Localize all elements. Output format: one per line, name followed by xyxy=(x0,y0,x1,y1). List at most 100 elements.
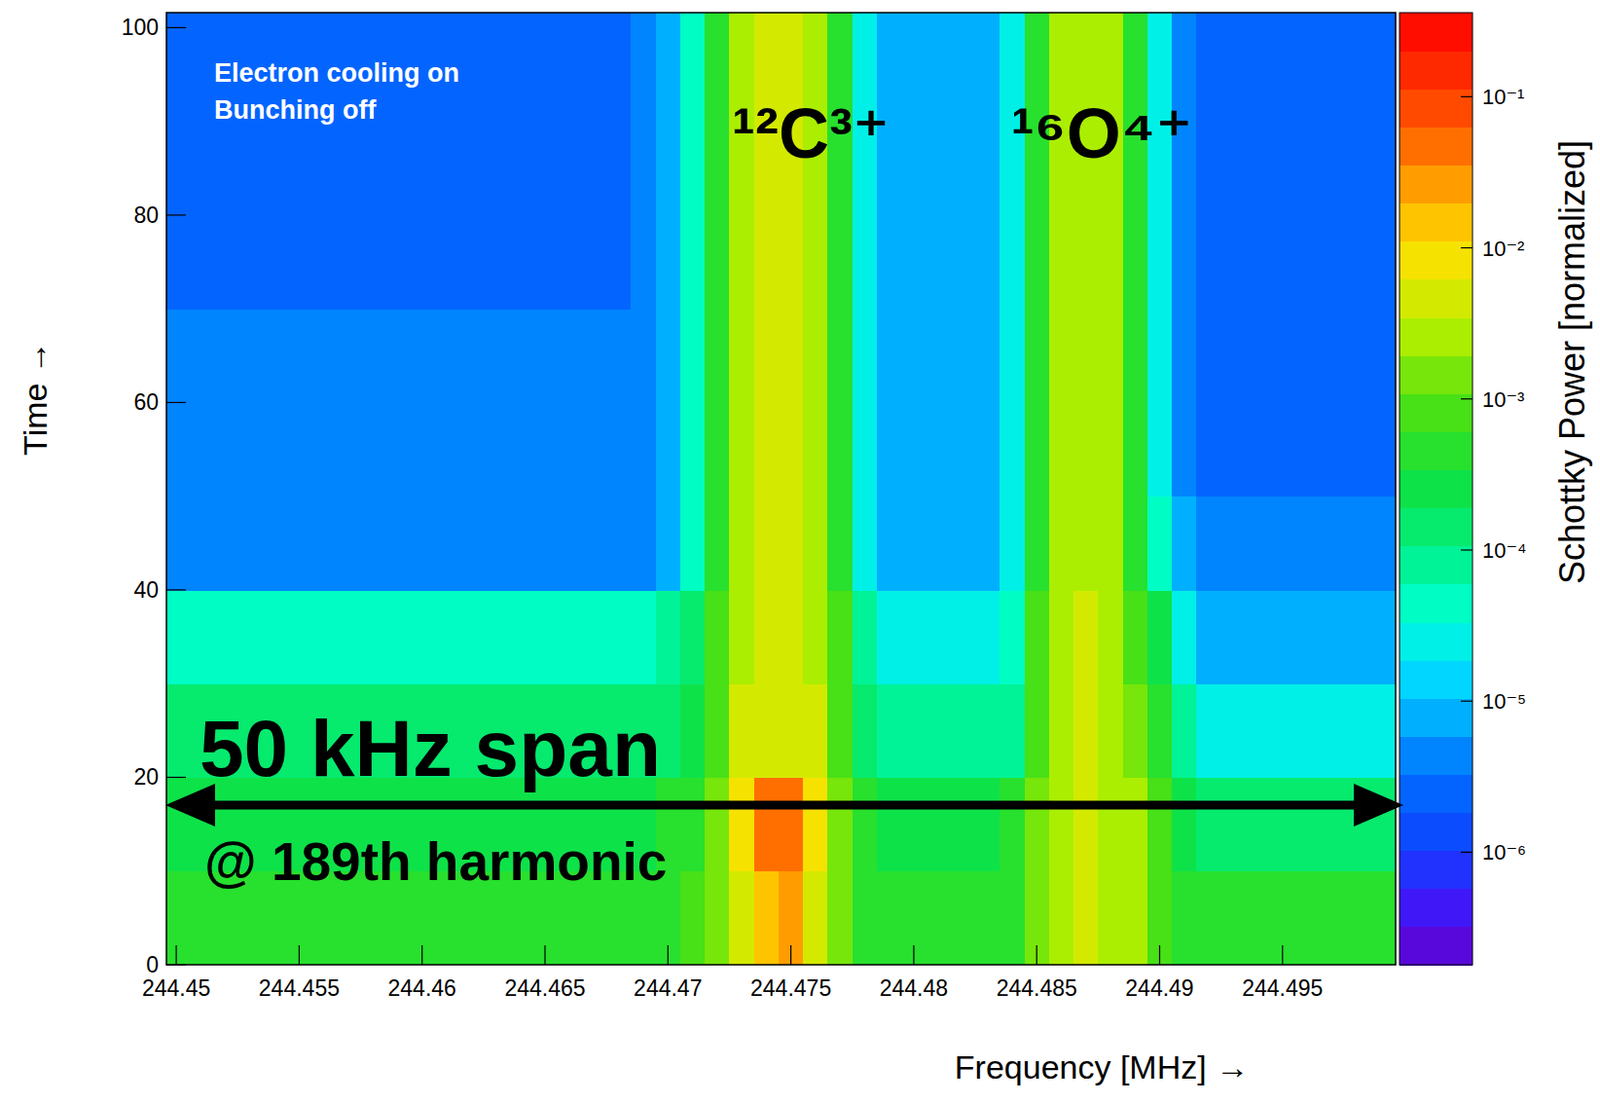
heatmap-cell xyxy=(975,308,1001,403)
heatmap-cell xyxy=(1245,215,1272,310)
heatmap-cell xyxy=(1097,871,1124,965)
heatmap-cell xyxy=(166,871,189,965)
y-tick xyxy=(166,963,186,965)
colorbar-step xyxy=(1399,926,1473,966)
heatmap-cell xyxy=(508,121,534,217)
y-tick xyxy=(166,27,186,29)
heatmap-cell xyxy=(213,496,239,591)
heatmap-cell xyxy=(1221,683,1247,778)
heatmap-cell xyxy=(704,776,730,872)
heatmap-cell xyxy=(926,401,952,497)
colorbar-tick-label: 10⁻⁵ xyxy=(1482,689,1527,714)
colorbar-step xyxy=(1399,621,1473,661)
heatmap-cell xyxy=(655,12,682,122)
colorbar-frame xyxy=(1399,12,1473,965)
heatmap-cell xyxy=(287,589,313,685)
heatmap-cell xyxy=(213,215,239,310)
heatmap-cell xyxy=(287,401,313,497)
heatmap-cell xyxy=(1319,121,1346,217)
heatmap-cell xyxy=(532,121,558,217)
heatmap-cell xyxy=(1049,215,1075,310)
heatmap-cell xyxy=(655,589,682,685)
heatmap-cell xyxy=(606,121,632,217)
heatmap-cell xyxy=(728,589,755,685)
colorbar-step xyxy=(1399,583,1473,623)
heatmap-cell xyxy=(852,589,878,685)
heatmap-cell xyxy=(508,308,534,403)
heatmap-cell xyxy=(434,308,460,403)
heatmap-cell xyxy=(262,401,289,497)
heatmap-cell xyxy=(926,496,952,591)
heatmap-cell xyxy=(1270,683,1296,778)
heatmap-cell xyxy=(728,683,755,778)
plot-frame xyxy=(166,12,1396,965)
heatmap-cell xyxy=(166,589,189,685)
heatmap-cell xyxy=(1319,308,1346,403)
heatmap-cell xyxy=(606,496,632,591)
heatmap-cell xyxy=(361,496,387,591)
heatmap-cell xyxy=(1171,871,1198,965)
heatmap-cell xyxy=(778,589,804,685)
heatmap-cell xyxy=(728,496,755,591)
heatmap-cell xyxy=(1123,589,1149,685)
heatmap-cell xyxy=(213,308,239,403)
heatmap-cell xyxy=(606,215,632,310)
heatmap-cell xyxy=(1294,215,1320,310)
heatmap-cell xyxy=(335,308,362,403)
heatmap-cell xyxy=(1368,589,1396,685)
heatmap-cell xyxy=(557,121,583,217)
heatmap-cell xyxy=(1294,401,1320,497)
colorbar-tick xyxy=(1460,700,1473,702)
heatmap-cell xyxy=(1196,121,1222,217)
heatmap-cell xyxy=(827,589,853,685)
heatmap-cell xyxy=(827,401,853,497)
colorbar-step xyxy=(1399,431,1473,471)
heatmap-cell xyxy=(926,121,952,217)
heatmap-cell xyxy=(680,683,706,778)
colorbar-step xyxy=(1399,888,1473,928)
heatmap-cell xyxy=(680,401,706,497)
span-arrow xyxy=(205,800,1357,810)
y-tick-label: 80 xyxy=(133,202,159,228)
heatmap-cell xyxy=(926,776,952,872)
heatmap-cell xyxy=(926,308,952,403)
heatmap-cell xyxy=(1245,496,1272,591)
heatmap-cell xyxy=(581,215,608,310)
heatmap-cell xyxy=(1270,12,1296,122)
heatmap-cell xyxy=(704,589,730,685)
colorbar-step xyxy=(1399,850,1473,890)
heatmap-cell xyxy=(508,215,534,310)
heatmap-cell xyxy=(704,496,730,591)
heatmap-cell xyxy=(950,683,977,778)
heatmap-cell xyxy=(901,401,927,497)
heatmap-cells xyxy=(166,12,1396,965)
heatmap-cell xyxy=(1196,215,1222,310)
heatmap-cell xyxy=(1196,589,1222,685)
x-tick xyxy=(667,945,669,965)
heatmap-cell xyxy=(802,683,829,778)
heatmap-cell xyxy=(852,871,878,965)
heatmap-cell xyxy=(188,308,215,403)
colorbar-step xyxy=(1399,735,1473,775)
heatmap-cell xyxy=(1294,308,1320,403)
heatmap-cell xyxy=(1049,496,1075,591)
heatmap-cell xyxy=(335,496,362,591)
heatmap-cell xyxy=(311,401,337,497)
heatmap-cell xyxy=(680,12,706,122)
heatmap-cell xyxy=(532,401,558,497)
heatmap-cell xyxy=(1221,12,1247,122)
heatmap-cell xyxy=(901,496,927,591)
colorbar-tick-label: 10⁻¹ xyxy=(1482,84,1525,110)
heatmap-cell xyxy=(434,589,460,685)
heatmap-cell xyxy=(704,308,730,403)
heatmap-cell xyxy=(1344,589,1370,685)
heatmap-cell xyxy=(728,871,755,965)
heatmap-cell xyxy=(1245,871,1272,965)
heatmap-cell xyxy=(1294,589,1320,685)
heatmap-cell xyxy=(655,215,682,310)
heatmap-cell xyxy=(1368,121,1396,217)
heatmap-cell xyxy=(876,871,903,965)
ion-label: ¹²C³⁺ xyxy=(731,94,890,173)
colorbar-step xyxy=(1399,88,1473,128)
colorbar-tick-label: 10⁻² xyxy=(1482,236,1525,261)
